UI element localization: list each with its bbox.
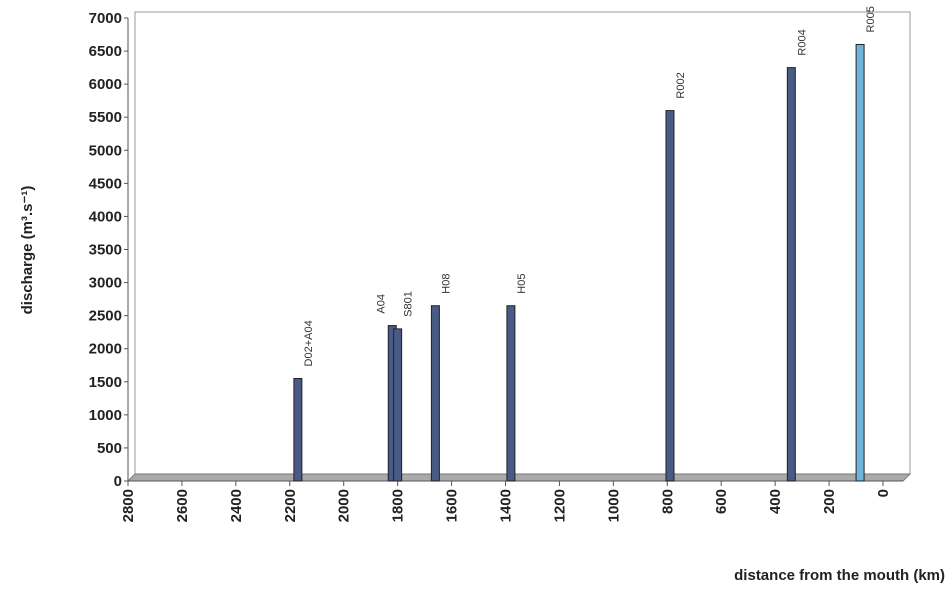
bar	[506, 305, 516, 482]
y-tick-label: 6000	[89, 76, 122, 93]
x-tick-label: 1200	[551, 489, 568, 522]
y-tick-label: 1500	[89, 374, 122, 391]
bar	[665, 110, 675, 482]
y-tick-label: 3500	[89, 242, 122, 259]
x-tick-label: 2000	[336, 489, 353, 522]
bar-label: H08	[440, 274, 452, 294]
bar-label: S801	[403, 291, 415, 317]
bar-label: R002	[675, 72, 687, 98]
bar	[430, 305, 440, 482]
x-tick-label: 2800	[120, 489, 137, 522]
x-tick-label: 600	[713, 489, 730, 514]
y-tick-label: 2000	[89, 341, 122, 358]
x-axis-title: distance from the mouth (km)	[734, 567, 945, 584]
y-tick-label: 6500	[89, 43, 122, 60]
y-tick-label: 0	[114, 473, 122, 490]
y-tick-label: 500	[97, 440, 122, 457]
y-tick-label: 4000	[89, 208, 122, 225]
bar-label: R005	[865, 6, 877, 32]
bar-label: H05	[516, 274, 528, 294]
y-tick-label: 7000	[89, 10, 122, 27]
y-tick-label: 4500	[89, 175, 122, 192]
bar	[393, 328, 403, 482]
x-tick-label: 1000	[605, 489, 622, 522]
x-tick-label: 200	[821, 489, 838, 514]
x-tick-label: 2200	[282, 489, 299, 522]
back-wall	[134, 11, 911, 475]
y-tick-label: 1000	[89, 407, 122, 424]
y-tick-label: 5000	[89, 142, 122, 159]
x-tick-label: 1800	[390, 489, 407, 522]
x-tick-label: 2600	[174, 489, 191, 522]
x-tick-label: 800	[659, 489, 676, 514]
x-tick-label: 0	[875, 489, 892, 497]
y-tick-label: 3000	[89, 275, 122, 292]
x-tick-label: 1400	[498, 489, 515, 522]
bar	[293, 377, 303, 482]
bar	[855, 43, 865, 482]
y-tick-label: 5500	[89, 109, 122, 126]
y-tick-label: 2500	[89, 308, 122, 325]
x-tick-label: 1600	[444, 489, 461, 522]
bar-label: D02+A04	[303, 320, 315, 366]
y-axis-title: discharge (m³.s⁻¹)	[19, 186, 36, 315]
x-tick-label: 400	[767, 489, 784, 514]
bar-label: A04	[375, 294, 387, 314]
bar-label: R004	[796, 29, 808, 55]
bar	[786, 67, 796, 482]
x-tick-label: 2400	[228, 489, 245, 522]
